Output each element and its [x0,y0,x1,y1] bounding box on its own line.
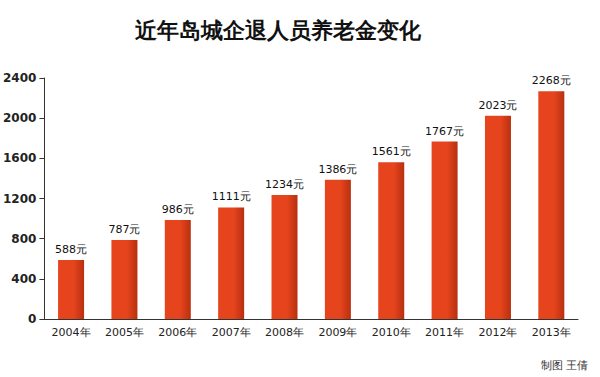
svg-text:986元: 986元 [162,203,194,216]
svg-text:近年岛城企退人员养老金变化: 近年岛城企退人员养老金变化 [134,18,422,43]
svg-text:2013年: 2013年 [532,326,571,339]
svg-text:2004年: 2004年 [52,326,91,339]
svg-text:2006年: 2006年 [158,326,197,339]
svg-text:1561元: 1561元 [372,145,411,158]
svg-text:2023元: 2023元 [478,99,517,112]
svg-text:1111元: 1111元 [212,190,251,203]
svg-text:800: 800 [11,232,36,246]
svg-text:2400: 2400 [3,71,36,85]
svg-text:588元: 588元 [55,243,87,256]
svg-text:1386元: 1386元 [318,163,357,176]
svg-text:1200: 1200 [3,192,36,206]
svg-text:1767元: 1767元 [425,125,464,138]
svg-text:制图 王倩: 制图 王倩 [541,359,589,372]
svg-text:400: 400 [11,272,36,286]
svg-text:2009年: 2009年 [318,326,357,339]
svg-text:2008年: 2008年 [265,326,304,339]
svg-text:2268元: 2268元 [532,74,571,87]
svg-text:1234元: 1234元 [265,178,304,191]
svg-text:2011年: 2011年 [425,326,464,339]
svg-text:787元: 787元 [108,223,140,236]
svg-text:1600: 1600 [3,151,36,165]
svg-text:2005年: 2005年 [105,326,144,339]
svg-text:2007年: 2007年 [212,326,251,339]
svg-text:2010年: 2010年 [372,326,411,339]
svg-text:2000: 2000 [3,111,36,125]
svg-text:2012年: 2012年 [478,326,517,339]
svg-text:0: 0 [28,312,36,326]
